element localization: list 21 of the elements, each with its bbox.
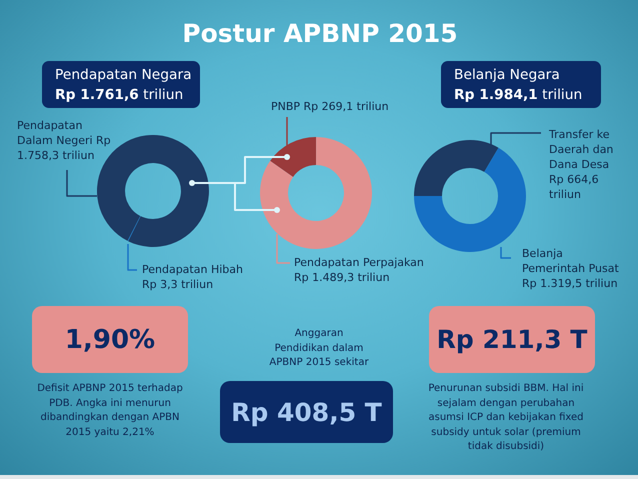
- slice-label: Pendapatan Hibah: [142, 263, 243, 276]
- text: 1,90%: [64, 324, 156, 354]
- slice-label: PNBP Rp 269,1 triliun: [271, 99, 389, 114]
- slice-label: Transfer ke Daerah dan Dana Desa: [549, 128, 614, 171]
- slice-label: Belanja Pemerintah Pusat: [522, 247, 619, 275]
- text: Rp 408,5 T: [231, 398, 382, 426]
- text: Rp 211,3 T: [436, 325, 588, 354]
- text: Anggaran Pendidikan dalam APBNP 2015 sekitar: [268, 327, 370, 370]
- data-label: Rp 1.489,3 triliun: [294, 271, 390, 284]
- text: Penurunan subsidi BBM. Hal ini sejalam dengan perubahan asumsi ICP dan kebijakan fixed subsidy untuk solar (premium tidak disubsidi): [427, 382, 585, 454]
- data-label: Rp 3,3 triliun: [142, 278, 214, 291]
- slice-label: Pendapatan Perpajakan: [294, 256, 424, 269]
- chart-title: Pendapatan Negara: [55, 66, 193, 85]
- data-label: Rp 664,6 triliun: [549, 173, 599, 201]
- chart-title: Belanja Negara: [454, 66, 561, 85]
- chart-subtitle: Rp 1.984,1 triliun: [454, 86, 584, 105]
- chart-subtitle: Rp 1.761,6 triliun: [55, 86, 184, 105]
- text: Postur APBNP 2015: [182, 18, 458, 48]
- text: Defisit APBNP 2015 terhadap PDB. Angka ini menurun dibandingkan dengan APBN 2015 yaitu 2,21%: [36, 382, 184, 440]
- data-label: Rp 1.319,5 triliun: [522, 277, 618, 290]
- slice-label: Pendapatan Dalam Negeri Rp 1.758,3 triliun: [17, 118, 112, 163]
